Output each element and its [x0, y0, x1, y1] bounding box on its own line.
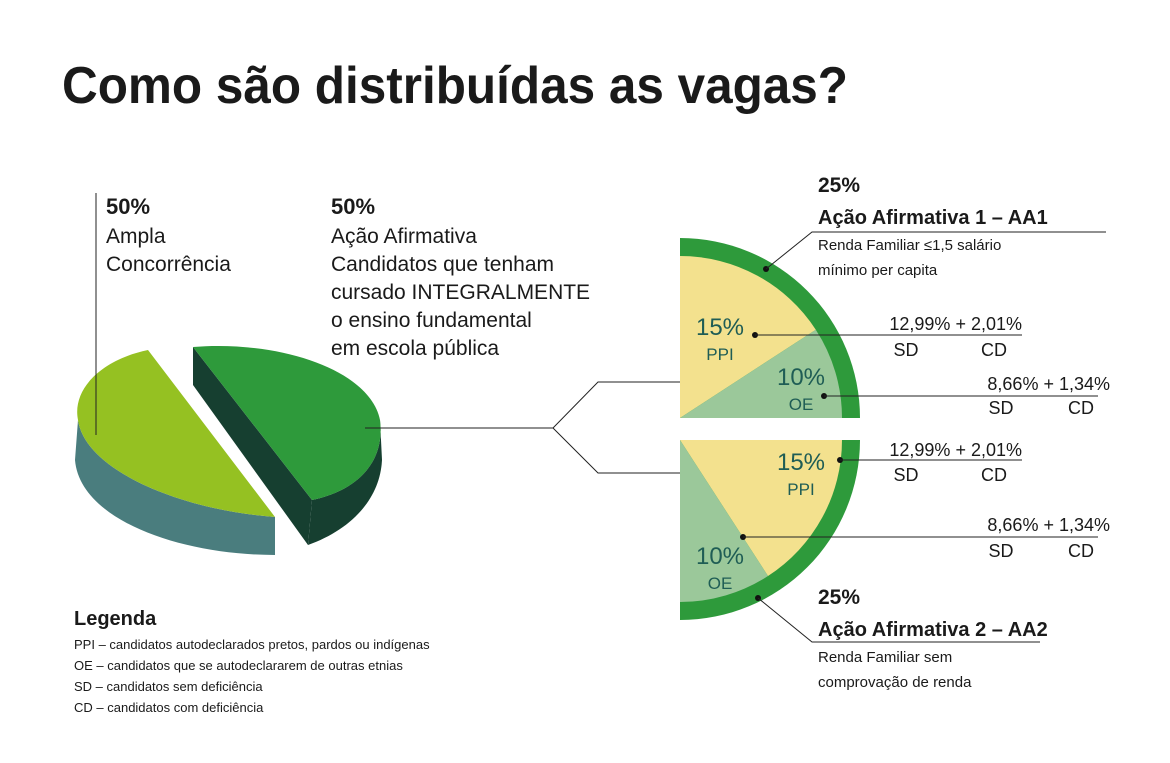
label: OE — [708, 574, 733, 593]
label: o ensino fundamental — [331, 309, 532, 332]
sd: SD — [893, 465, 918, 485]
description: Renda Familiar sem — [818, 649, 952, 666]
label: Concorrência — [106, 253, 231, 276]
label: Ação Afirmativa — [331, 225, 477, 248]
group-title: Ação Afirmativa 1 – AA1 — [818, 207, 1048, 229]
pie-ampla — [77, 350, 276, 517]
wedge-oe — [680, 329, 842, 418]
leader — [757, 597, 1040, 643]
legend-item: OE – candidatos que se autodeclararem de… — [74, 658, 403, 673]
pie-side — [193, 347, 312, 545]
title: Como são distribuídas as vagas? — [62, 57, 848, 115]
cd: CD — [981, 340, 1007, 360]
sd: SD — [988, 398, 1013, 418]
percent: 50% — [106, 194, 150, 219]
split: 8,66% + 1,34% — [987, 515, 1110, 535]
label: PPI — [787, 480, 814, 499]
label: Ampla — [106, 225, 166, 248]
description: Renda Familiar ≤1,5 salário — [818, 237, 1001, 254]
percent: 10% — [696, 543, 744, 570]
pie-side — [75, 420, 275, 555]
legend-title: Legenda — [74, 608, 157, 630]
percent: 25% — [818, 586, 860, 609]
percent: 25% — [818, 174, 860, 197]
pie-afirmativa — [193, 345, 381, 500]
cd: CD — [1068, 541, 1094, 561]
leader — [552, 427, 680, 474]
sd: SD — [988, 541, 1013, 561]
description: mínimo per capita — [818, 262, 938, 279]
percent: 15% — [696, 314, 744, 341]
percent: 10% — [777, 364, 825, 391]
percent: 50% — [331, 194, 375, 219]
label: OE — [789, 395, 814, 414]
label: cursado INTEGRALMENTE — [331, 281, 590, 304]
leader — [765, 231, 1106, 270]
split: 8,66% + 1,34% — [987, 374, 1110, 394]
split: 12,99% + 2,01% — [889, 314, 1022, 334]
pie-side — [308, 420, 382, 545]
label: PPI — [706, 345, 733, 364]
legend-item: CD – candidatos com deficiência — [74, 700, 264, 715]
split: 12,99% + 2,01% — [889, 440, 1022, 460]
leader — [365, 381, 680, 429]
cd: CD — [981, 465, 1007, 485]
label: em escola pública — [331, 337, 499, 360]
sd: SD — [893, 340, 918, 360]
wedge-ppi — [680, 256, 816, 418]
legend-item: PPI – candidatos autodeclarados pretos, … — [74, 637, 430, 652]
cd: CD — [1068, 398, 1094, 418]
description: comprovação de renda — [818, 674, 972, 691]
label: Candidatos que tenham — [331, 253, 554, 276]
group-title: Ação Afirmativa 2 – AA2 — [818, 619, 1048, 641]
percent: 15% — [777, 449, 825, 476]
wedge-oe — [680, 440, 768, 602]
wedge-ppi — [680, 440, 842, 576]
legend-item: SD – candidatos sem deficiência — [74, 679, 263, 694]
